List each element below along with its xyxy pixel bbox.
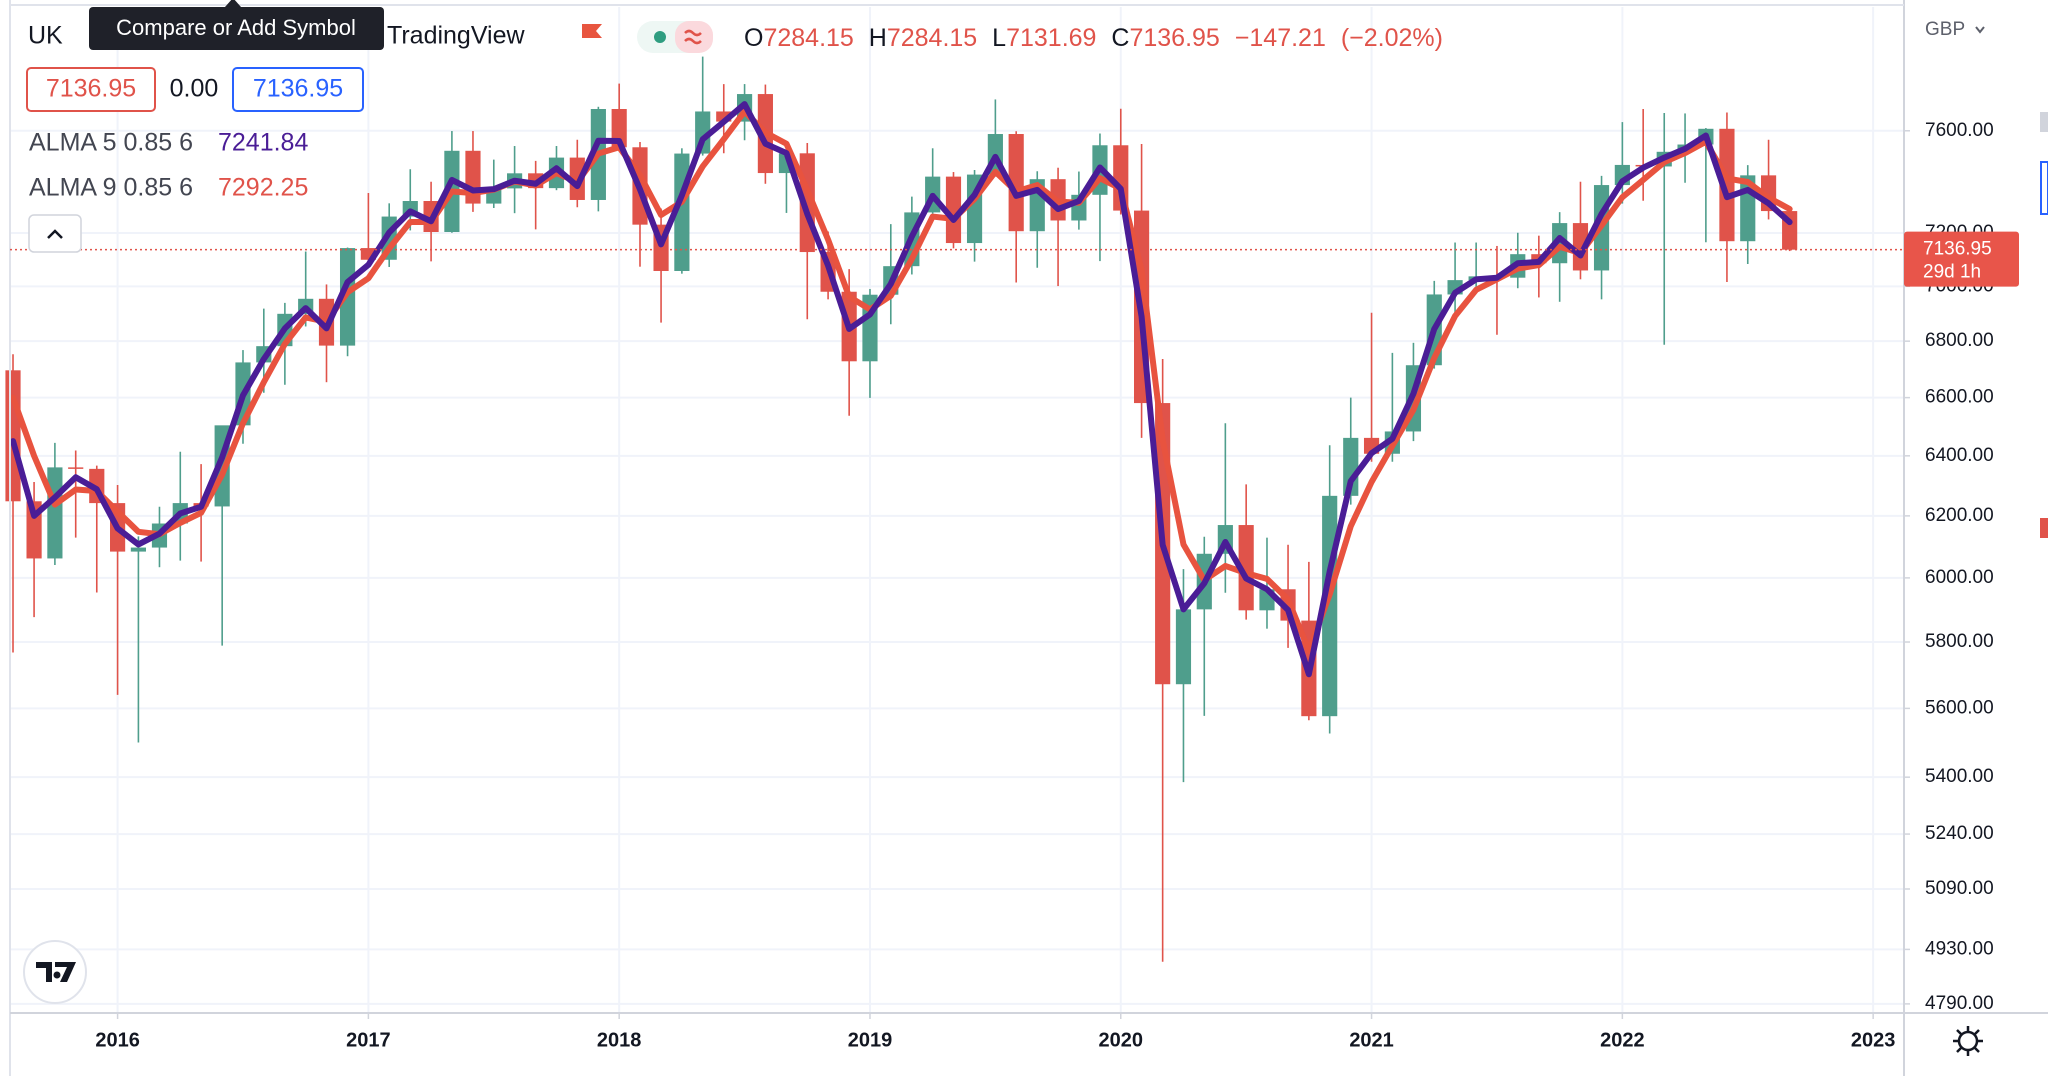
logo-badge[interactable]: [23, 940, 87, 1004]
indicator-line: [10, 101, 1793, 678]
bar-countdown: 29d 1h: [1923, 262, 1981, 283]
candle-body: [611, 109, 627, 148]
x-tick-label: 2019: [848, 1029, 893, 1051]
last-price-label: [1904, 231, 2019, 287]
candle-body: [1175, 609, 1192, 685]
symbol: UK: [28, 22, 63, 50]
indicator-name[interactable]: ALMA 9 0.85 6: [29, 174, 193, 202]
y-tick-label: 5400.00: [1925, 766, 1994, 787]
settings-icon[interactable]: [1957, 1030, 1979, 1052]
y-tick-label: 7600.00: [1925, 120, 1994, 141]
y-tick-label: 4930.00: [1925, 938, 1994, 959]
candle-body: [47, 467, 63, 559]
indicator-line: [10, 108, 1793, 654]
delay-icon: [684, 29, 702, 45]
logo-dot: [53, 971, 61, 979]
low-key: L: [992, 24, 1006, 52]
close-value: 7136.95: [1129, 24, 1219, 52]
source: TradingView: [387, 22, 526, 50]
low-value: 7131.69: [1006, 24, 1096, 52]
tooltip-arrow: [225, 0, 241, 7]
ohlc-legend: O7284.15 H7284.15 L7131.69 C7136.95 −147…: [744, 24, 1443, 52]
status-pill-right: [675, 21, 713, 53]
candle-body: [1719, 128, 1735, 242]
high-key: H: [869, 24, 887, 52]
x-tick-label: 2023: [1851, 1029, 1896, 1051]
side-toolbar-item[interactable]: [2040, 112, 2048, 132]
collapse-button[interactable]: [28, 214, 82, 253]
market-open-dot: [654, 31, 666, 43]
change-value: −147.21: [1235, 24, 1326, 52]
open-value: 7284.15: [763, 24, 853, 52]
flag-icon[interactable]: [582, 24, 602, 38]
candle-body: [1238, 525, 1254, 611]
change-percent: (−2.02%): [1341, 24, 1443, 52]
indicator-value: 7292.25: [218, 174, 308, 202]
candle-body: [945, 176, 962, 244]
overlay: 4790.00 4930.00 5090.00 5240.00 5400.00 5600.…: [10, 120, 2019, 1051]
y-tick-label: 6800.00: [1925, 330, 1994, 351]
candle-body: [1343, 437, 1359, 496]
candle-body: [68, 467, 84, 469]
open-key: O: [744, 24, 763, 52]
x-tick-label: 2016: [95, 1029, 140, 1051]
candle-body: [1008, 134, 1024, 232]
settings-icon-teeth: [1953, 1026, 1983, 1056]
y-tick-label: 6000.00: [1925, 567, 1994, 588]
indicator-lines: [10, 101, 1793, 678]
x-tick-label: 2021: [1349, 1029, 1394, 1051]
side-toolbar-item[interactable]: [2040, 161, 2048, 215]
tooltip-text: Compare or Add Symbol: [116, 15, 356, 40]
side-toolbar-item[interactable]: [2040, 518, 2048, 538]
indicator-name[interactable]: ALMA 5 0.85 6: [29, 129, 193, 157]
collapse-icon: [47, 229, 63, 239]
sell-button[interactable]: [26, 67, 156, 112]
buy-button[interactable]: [232, 67, 364, 112]
close-key: C: [1111, 24, 1129, 52]
currency[interactable]: GBP: [1925, 19, 1965, 40]
y-tick-label: 6400.00: [1925, 445, 1994, 466]
y-tick-label: 6200.00: [1925, 505, 1994, 526]
y-tick-label: 4790.00: [1925, 993, 1994, 1014]
currency-chevron: [1975, 26, 1985, 34]
axes: [9, 0, 2048, 1076]
tooltip: [89, 7, 384, 50]
x-tick-label: 2018: [597, 1029, 642, 1051]
candle-body: [716, 111, 732, 122]
y-tick-label: 5600.00: [1925, 697, 1994, 718]
buy-price[interactable]: 7136.95: [253, 75, 343, 103]
high-value: 7284.15: [887, 24, 977, 52]
y-tick-label: 5090.00: [1925, 878, 1994, 899]
y-tick-label: 5240.00: [1925, 823, 1994, 844]
candle-body: [130, 547, 146, 552]
spread: 0.00: [170, 75, 219, 103]
y-tick-label: 6600.00: [1925, 387, 1994, 408]
indicator-value: 7241.84: [218, 129, 308, 157]
candle-body: [1572, 223, 1589, 271]
logo: [36, 962, 76, 982]
last-price-value: 7136.95: [1923, 239, 1992, 260]
sell-price[interactable]: 7136.95: [46, 75, 136, 103]
candle-body: [360, 248, 376, 260]
y-tick-label: 5800.00: [1925, 631, 1994, 652]
x-tick-label: 2017: [346, 1029, 391, 1051]
x-tick-label: 2022: [1600, 1029, 1645, 1051]
x-tick-label: 2020: [1099, 1029, 1144, 1051]
candle-body: [5, 370, 21, 502]
